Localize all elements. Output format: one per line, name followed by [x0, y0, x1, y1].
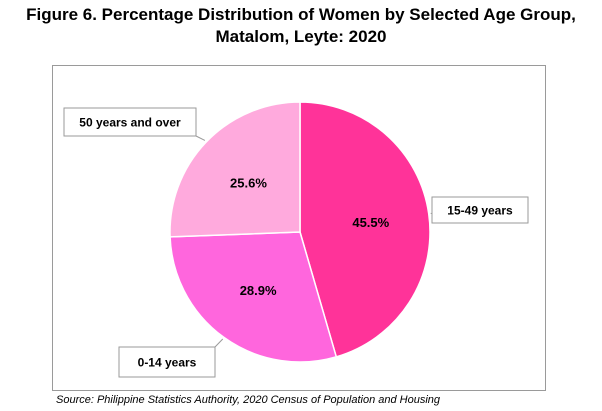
- pie-slice-50-years-and-over: [169, 101, 301, 238]
- slice-value-label: 45.5%: [352, 215, 389, 230]
- slice-category-label: 50 years and over: [79, 116, 181, 130]
- chart-title-line-2: Matalom, Leyte: 2020: [215, 27, 387, 46]
- slice-category-label: 15-49 years: [447, 204, 513, 218]
- callout-pointer: [214, 338, 224, 348]
- source-note: Source: Philippine Statistics Authority,…: [56, 394, 441, 406]
- callout-box: [431, 196, 529, 224]
- slice-value-label: 28.9%: [240, 283, 277, 298]
- pie-slice-0-14-years: [169, 231, 338, 363]
- slice-category-label: 0-14 years: [138, 356, 197, 370]
- callout-pointer: [195, 135, 206, 141]
- pie-slice-15-49-years: [299, 101, 431, 358]
- slice-value-label: 25.6%: [230, 175, 267, 190]
- chart-title: Figure 6. Percentage Distribution of Wom…: [0, 4, 602, 48]
- chart-title-line-1: Figure 6. Percentage Distribution of Wom…: [26, 5, 576, 24]
- callout-box: [118, 346, 216, 378]
- callout-box: [63, 107, 197, 137]
